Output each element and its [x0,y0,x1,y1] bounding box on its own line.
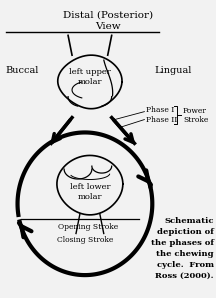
Text: Lingual: Lingual [154,66,192,74]
Text: Closing Stroke: Closing Stroke [57,236,113,244]
Text: Power: Power [183,107,207,115]
Text: left upper
molar: left upper molar [69,68,111,86]
Text: Buccal: Buccal [6,66,39,74]
Text: Phase I: Phase I [146,106,175,114]
Text: Stroke: Stroke [183,116,208,124]
Text: Schematic
depiction of
the phases of
the chewing
cycle.  From
Ross (2000).: Schematic depiction of the phases of the… [151,217,214,280]
Text: Phase II: Phase II [146,116,178,124]
Text: left lower
molar: left lower molar [70,183,110,201]
Text: Opening Stroke: Opening Stroke [58,223,118,231]
Text: Distal (Posterior)
View: Distal (Posterior) View [63,11,153,31]
